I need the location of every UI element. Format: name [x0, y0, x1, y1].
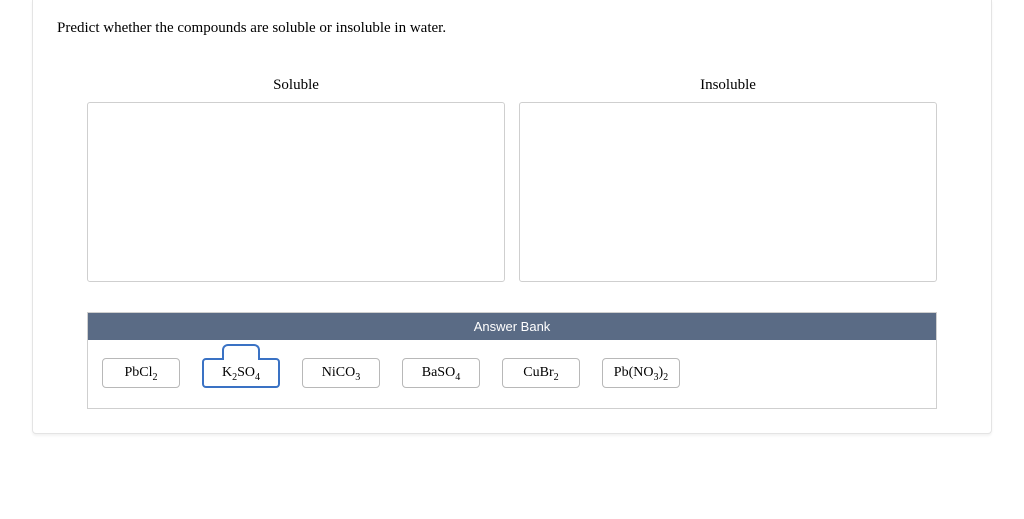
- compound-tile[interactable]: NiCO3: [302, 358, 380, 388]
- answer-bank-header: Answer Bank: [88, 313, 936, 340]
- compound-tile[interactable]: BaSO4: [402, 358, 480, 388]
- compound-tile[interactable]: K2SO4: [202, 358, 280, 388]
- bin-soluble-column: Soluble: [87, 77, 505, 282]
- question-card: Predict whether the compounds are solubl…: [32, 0, 992, 434]
- compound-formula: PbCl2: [124, 365, 157, 381]
- question-text: Predict whether the compounds are solubl…: [57, 20, 967, 37]
- bin-insoluble-label: Insoluble: [700, 77, 756, 94]
- compound-tile[interactable]: PbCl2: [102, 358, 180, 388]
- compound-tile[interactable]: Pb(NO3)2: [602, 358, 680, 388]
- compound-formula: K2SO4: [222, 365, 260, 381]
- bin-soluble-dropzone[interactable]: [87, 102, 505, 282]
- answer-bank: Answer Bank PbCl2 K2SO4 NiCO3 BaSO4 CuBr…: [87, 312, 937, 409]
- compound-tile[interactable]: CuBr2: [502, 358, 580, 388]
- compound-formula: BaSO4: [422, 365, 461, 381]
- compound-formula: CuBr2: [523, 365, 558, 381]
- bins-row: Soluble Insoluble: [57, 77, 967, 282]
- bin-soluble-label: Soluble: [273, 77, 319, 94]
- answer-bank-body: PbCl2 K2SO4 NiCO3 BaSO4 CuBr2 Pb(NO3)2: [88, 340, 936, 408]
- bin-insoluble-dropzone[interactable]: [519, 102, 937, 282]
- bin-insoluble-column: Insoluble: [519, 77, 937, 282]
- compound-formula: Pb(NO3)2: [614, 365, 668, 381]
- compound-formula: NiCO3: [322, 365, 361, 381]
